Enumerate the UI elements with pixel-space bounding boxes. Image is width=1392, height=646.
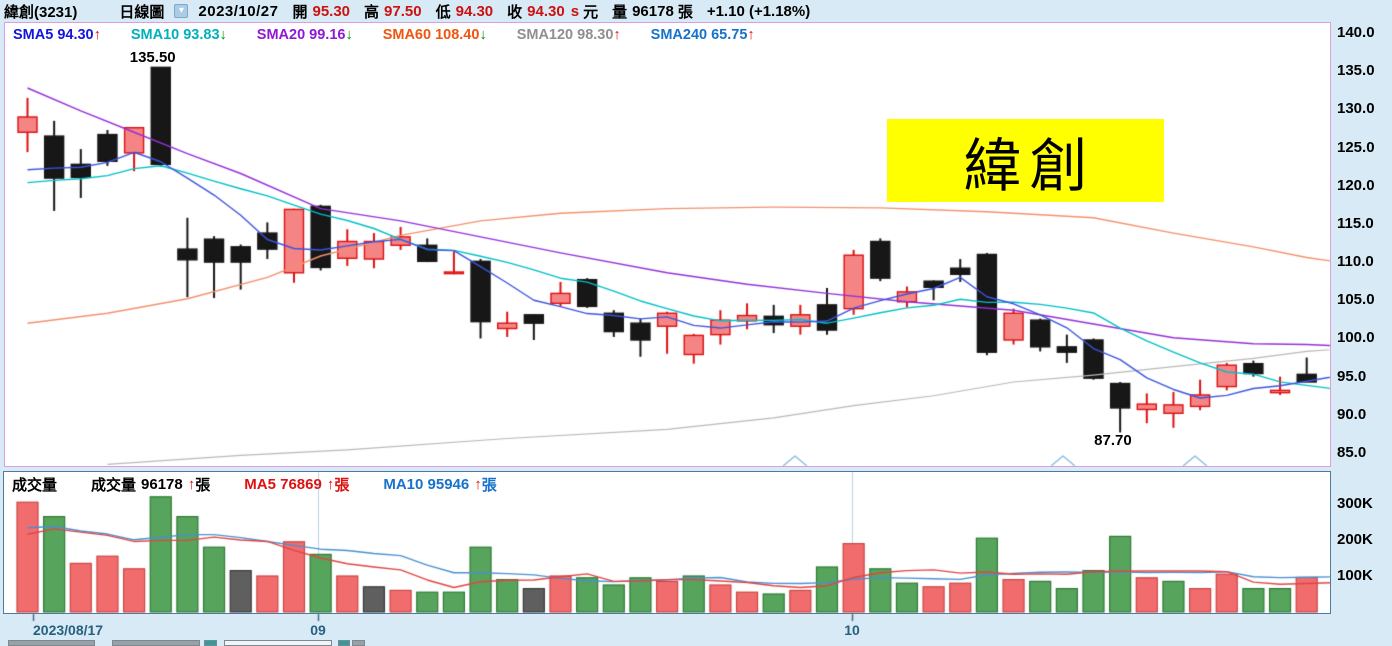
price-axis-label: 125.0: [1337, 138, 1375, 156]
taskbar-window-sliver[interactable]: [204, 640, 217, 646]
price-axis-label: 90.0: [1337, 405, 1367, 423]
price-axis-label: 85.0: [1337, 444, 1367, 461]
price-axis-label: 100.0: [1337, 329, 1375, 347]
price-axis-label: 110.0: [1337, 253, 1374, 271]
price-axis-label: 135.0: [1337, 62, 1375, 80]
taskbar-window-sliver[interactable]: [112, 640, 200, 646]
x-axis-label: 09: [310, 622, 326, 638]
taskbar-window-sliver[interactable]: [224, 640, 332, 646]
volume-axis-label: 100K: [1337, 567, 1373, 584]
price-axis-label: 140.0: [1337, 24, 1375, 41]
volume-axis-label: 200K: [1337, 531, 1373, 548]
price-axis-label: 115.0: [1337, 214, 1374, 232]
taskbar-window-sliver[interactable]: [338, 640, 350, 646]
volume-axis-label: 300K: [1337, 495, 1373, 512]
price-axis-label: 120.0: [1337, 176, 1375, 194]
price-axis-label: 130.0: [1337, 100, 1375, 118]
price-axis-label: 105.0: [1337, 291, 1375, 309]
taskbar-window-sliver[interactable]: [352, 640, 365, 646]
taskbar-window-sliver[interactable]: [8, 640, 95, 646]
x-axis-label: 10: [844, 622, 860, 638]
price-axis-label: 95.0: [1337, 367, 1367, 385]
x-axis-label: 2023/08/17: [33, 622, 104, 638]
